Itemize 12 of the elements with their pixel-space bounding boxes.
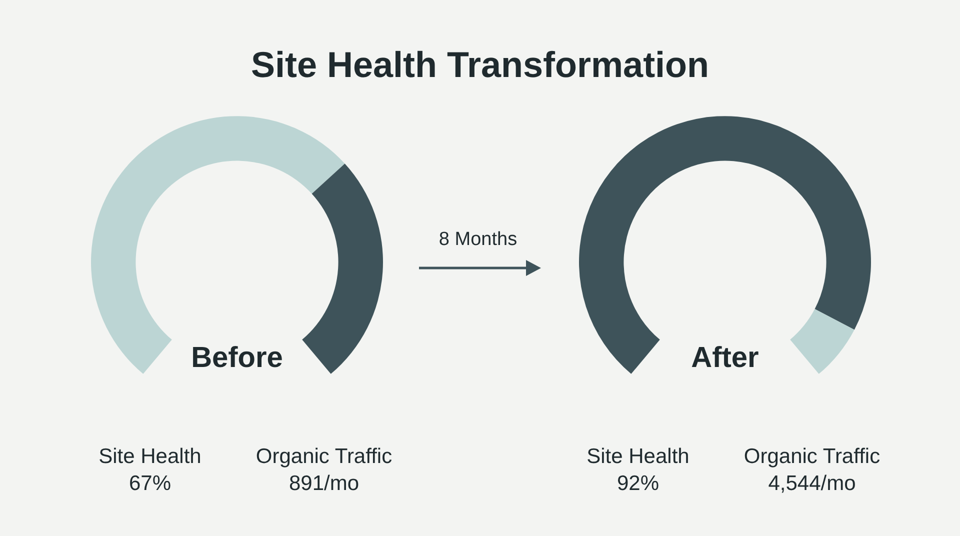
text: Site Health — [98, 445, 202, 469]
text: 891/mo — [288, 472, 360, 496]
text: 4,544/mo — [767, 472, 857, 496]
text: Organic Traffic — [742, 445, 882, 469]
text: Before — [190, 342, 284, 375]
text: After — [690, 342, 760, 375]
text: Site Health — [586, 445, 690, 469]
text: 8 Months — [438, 229, 518, 251]
text: 67% — [128, 472, 172, 496]
text: Organic Traffic — [254, 445, 394, 469]
text: Site Health Transformation — [250, 44, 710, 86]
text: 92% — [616, 472, 660, 496]
